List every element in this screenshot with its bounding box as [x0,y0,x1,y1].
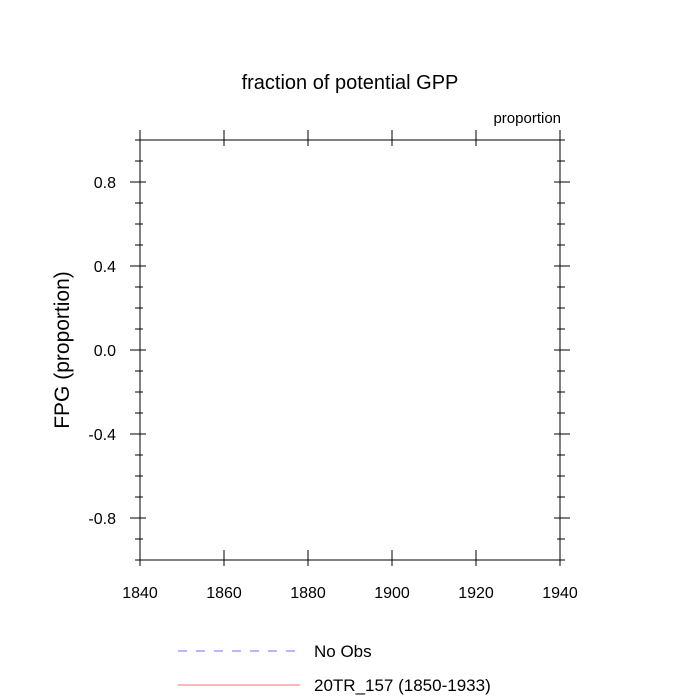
y-tick-label: 0.0 [94,343,116,360]
plot-frame [139,139,561,561]
x-tick-label: 1940 [542,585,578,602]
x-axis-tick-labels: 1840 1860 1880 1900 1920 1940 [122,585,578,602]
units-label: proportion [493,110,561,127]
y-tick-label: -0.4 [88,427,116,444]
legend-label: 20TR_157 (1850-1933) [314,676,491,695]
x-tick-label: 1880 [290,585,326,602]
chart-title: fraction of potential GPP [242,72,459,94]
y-axis-label: FPG (proportion) [51,271,74,429]
x-axis-ticks [139,130,561,566]
legend: No Obs 20TR_157 (1850-1933) [178,642,491,695]
legend-label: No Obs [314,642,372,661]
y-tick-label: 0.4 [94,259,116,276]
y-axis-ticks [130,139,570,561]
x-tick-label: 1920 [458,585,494,602]
x-tick-label: 1860 [206,585,242,602]
x-tick-label: 1900 [374,585,410,602]
y-axis-tick-labels: 0.8 0.4 0.0 -0.4 -0.8 [88,175,116,528]
y-tick-label: 0.8 [94,175,116,192]
y-tick-label: -0.8 [88,511,116,528]
x-tick-label: 1840 [122,585,158,602]
